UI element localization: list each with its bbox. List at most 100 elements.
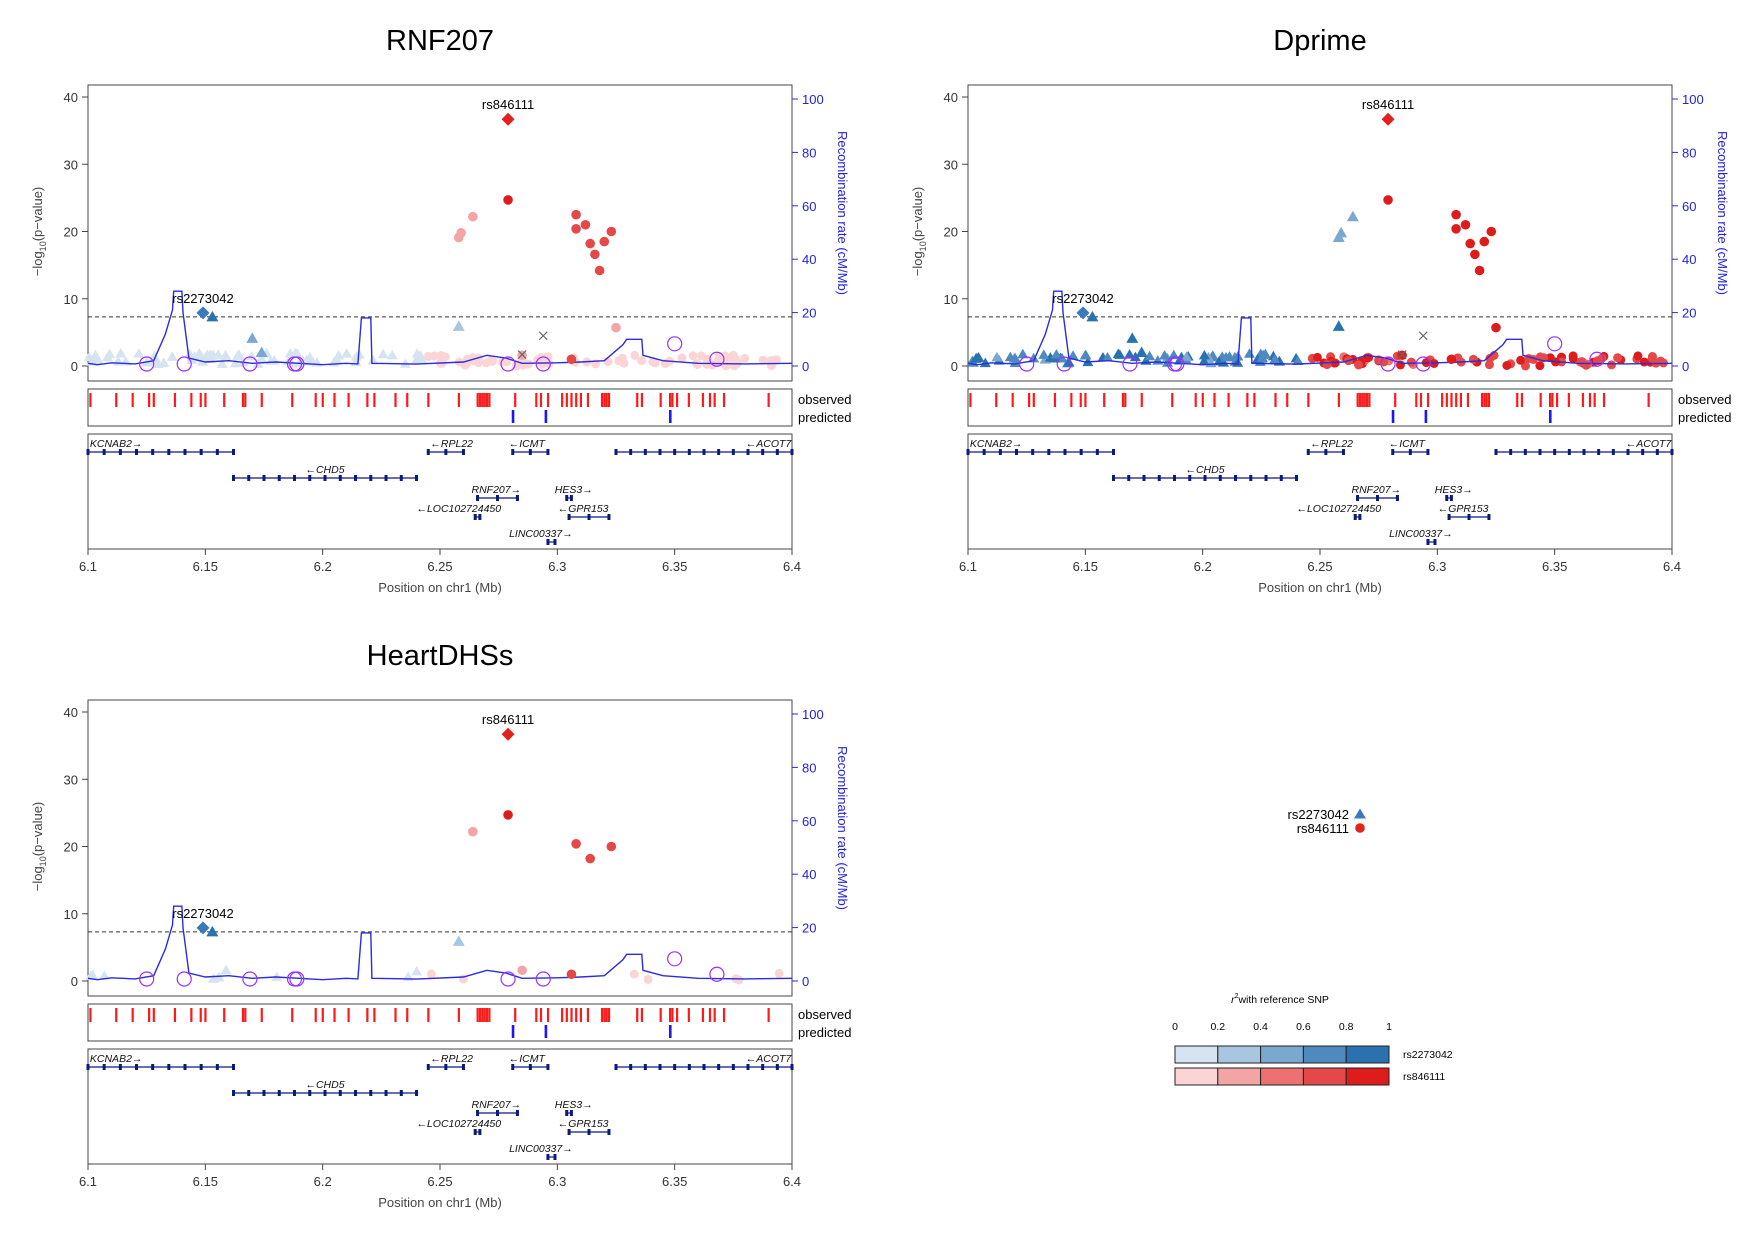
functional-snp-marker <box>289 356 305 372</box>
observed-tick <box>223 393 226 407</box>
observed-tick <box>1487 393 1491 407</box>
gene-exon <box>1111 449 1115 455</box>
observed-tick <box>1246 393 1249 407</box>
y-tick-label: 10 <box>64 907 78 922</box>
gene-exon <box>775 1064 779 1070</box>
snp-point <box>386 349 398 360</box>
gene-label: ←CHD5 <box>1185 464 1224 476</box>
observed-tick <box>546 393 550 407</box>
gene-exon <box>473 514 477 520</box>
snp-point <box>1491 322 1501 333</box>
snp-point <box>566 354 577 365</box>
observed-tick <box>570 1008 573 1022</box>
observed-tick <box>204 1008 207 1022</box>
observed-tick <box>260 393 263 407</box>
r2-legend-title: r2with reference SNP <box>1231 993 1329 1006</box>
y2-tick-label: 100 <box>802 707 824 722</box>
snp-point <box>246 350 258 361</box>
predicted-tick <box>511 410 515 423</box>
gene-label: ←CHD5 <box>305 1079 344 1091</box>
observed-tick <box>995 393 998 407</box>
observed-tick <box>373 1008 376 1022</box>
observed-tick <box>483 393 486 407</box>
functional-snp-marker <box>500 356 516 372</box>
observed-tick <box>570 393 573 407</box>
observed-tick <box>1441 393 1444 407</box>
snp-point <box>220 964 232 975</box>
observed-tick <box>1520 393 1524 407</box>
gene-exon <box>134 449 138 455</box>
snp-point <box>206 310 219 322</box>
gene-exon <box>415 1090 419 1096</box>
gene-exon <box>1234 475 1238 481</box>
gene-exon <box>262 1090 266 1096</box>
snp-point <box>1144 350 1156 361</box>
snp-point <box>1124 349 1136 359</box>
gene-label: RNF207→ <box>472 1099 522 1111</box>
observed-tick <box>1194 393 1197 407</box>
snp-point <box>1243 348 1255 358</box>
gene-exon <box>167 1064 171 1070</box>
x-tick-label: 6.1 <box>79 1174 97 1189</box>
snp-point <box>537 359 547 369</box>
observed-tick <box>668 393 672 407</box>
gene-exon <box>1655 449 1659 455</box>
observed-tick <box>687 393 690 407</box>
observed-tick <box>603 1008 606 1022</box>
snp-point <box>1516 355 1526 365</box>
x-axis-label: Position on chr1 (Mb) <box>1258 580 1382 595</box>
observed-tick <box>333 1008 336 1022</box>
recombination-line <box>967 290 1673 366</box>
gene-exon <box>629 1064 633 1070</box>
gene-exon <box>687 449 691 455</box>
gene-exon <box>231 1090 235 1096</box>
y2-tick-label: 0 <box>802 974 809 989</box>
snp-point <box>1004 351 1016 362</box>
x-tick-label: 6.3 <box>548 1174 566 1189</box>
lead-snp-label: rs846111 <box>1362 97 1414 112</box>
snp-point <box>774 968 784 978</box>
y-tick-label: 20 <box>64 225 78 240</box>
snp-point <box>1332 320 1345 331</box>
snp-point <box>1613 353 1623 363</box>
snp-point <box>677 353 687 363</box>
observed-tick <box>321 393 324 407</box>
gene-exon <box>790 1064 794 1070</box>
observed-tick <box>190 393 193 407</box>
observed-tick <box>485 1008 489 1022</box>
gene-exon <box>1264 475 1268 481</box>
y2-tick-label: 40 <box>802 867 816 882</box>
predicted-label: predicted <box>798 410 851 425</box>
y2-tick-label: 60 <box>802 814 816 829</box>
observed-tick <box>713 393 716 407</box>
observed-tick <box>199 1008 202 1022</box>
gene-exon <box>444 449 448 455</box>
gene-exon <box>1306 449 1310 455</box>
snp-cross <box>1418 331 1428 341</box>
gene-exon <box>607 514 611 520</box>
observed-tick <box>394 393 397 407</box>
observed-tick <box>1337 393 1340 407</box>
gene-label: ←ACOT7 <box>1626 438 1673 450</box>
gene-exon <box>511 449 515 455</box>
panel-heartdhss: HeartDHSs 0 10 20 30 40 −log10(p−value) 0 20 40 60… <box>30 640 851 1210</box>
gene-exon <box>1611 449 1615 455</box>
gene-exon <box>746 1064 750 1070</box>
observed-tick <box>586 1008 590 1022</box>
gene-exon <box>775 449 779 455</box>
observed-tick <box>427 393 430 407</box>
gene-exon <box>1626 449 1630 455</box>
lead-snp-label: rs2273042 <box>1052 291 1113 306</box>
observed-tick <box>1356 393 1359 407</box>
lead-snp-label: rs2273042 <box>172 291 233 306</box>
gene-exon <box>643 449 647 455</box>
gene-exon <box>790 449 794 455</box>
observed-tick <box>260 1008 263 1022</box>
y2-tick-label: 0 <box>1682 359 1689 374</box>
snp-point <box>590 249 600 260</box>
gene-exon <box>1014 449 1018 455</box>
gene-label: HES3→ <box>1435 484 1473 496</box>
y2-tick-label: 80 <box>802 145 816 160</box>
observed-tick <box>1588 393 1592 407</box>
gene-label: KCNAB2→ <box>90 438 143 450</box>
